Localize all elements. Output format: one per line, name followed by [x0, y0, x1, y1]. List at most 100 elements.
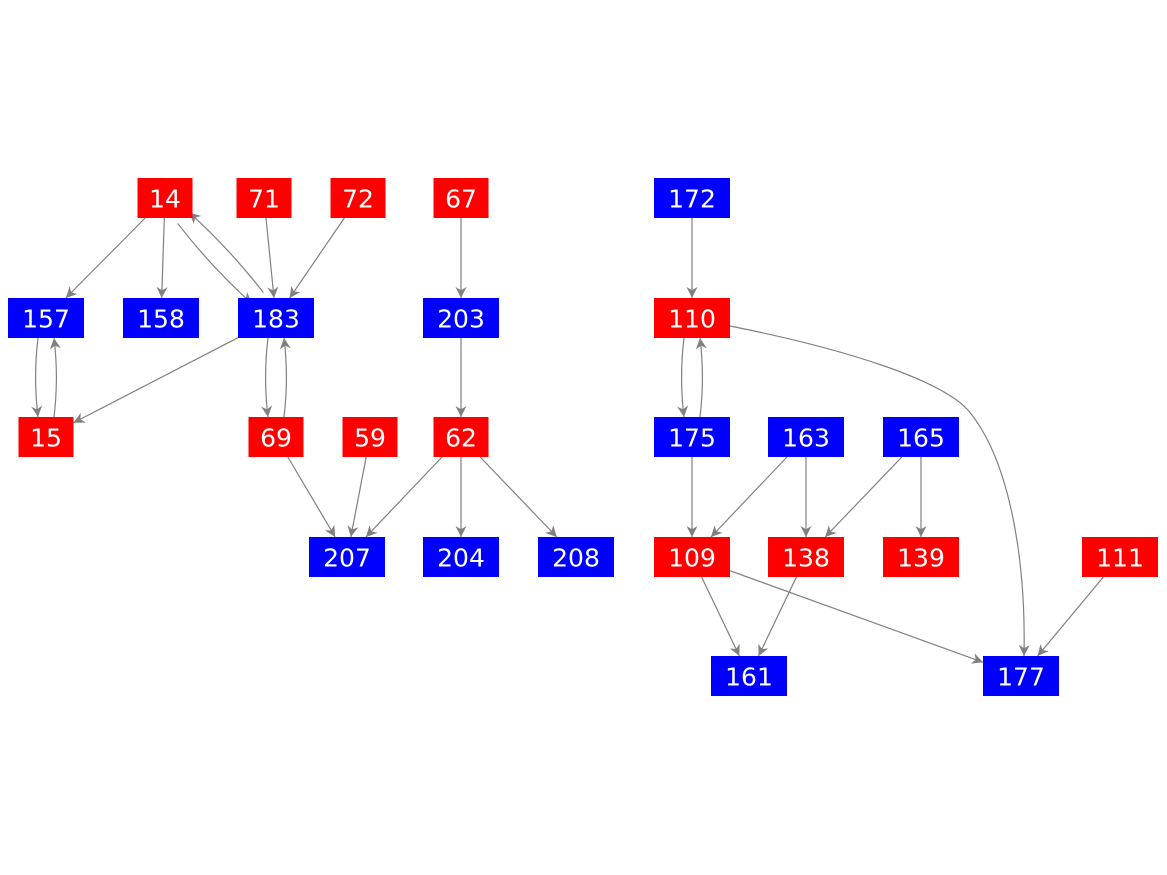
- edge-14-to-157: [65, 217, 146, 299]
- node-box: [433, 178, 489, 218]
- node-box: [137, 178, 193, 218]
- node-label: 67: [445, 185, 477, 214]
- node-label: 71: [248, 185, 280, 214]
- node-box: [330, 178, 386, 218]
- node-208: 208: [538, 537, 614, 577]
- node-box: [883, 537, 959, 577]
- node-label: 208: [552, 544, 600, 573]
- node-box: [983, 656, 1059, 696]
- edge-72-to-183: [289, 217, 345, 299]
- node-label: 157: [22, 305, 70, 334]
- node-161: 161: [711, 656, 787, 696]
- edge-111-to-177: [1037, 576, 1104, 657]
- edge-163-to-109: [710, 456, 788, 538]
- edge-15-to-157: [49, 337, 61, 418]
- node-box: [423, 537, 499, 577]
- node-box: [1082, 537, 1158, 577]
- node-box: [309, 537, 385, 577]
- node-71: 71: [236, 178, 292, 218]
- node-label: 177: [997, 663, 1045, 692]
- node-box: [238, 298, 314, 338]
- nodes-layer: 14 71 72 67 172 157 158 183 203 110 15 69 59 62 175 163…: [8, 178, 1158, 696]
- edge-110-to-177: [729, 325, 1030, 657]
- edges-layer: [31, 212, 1104, 664]
- node-label: 72: [342, 185, 374, 214]
- node-203: 203: [423, 298, 499, 338]
- node-14: 14: [137, 178, 193, 218]
- node-box: [123, 298, 199, 338]
- node-label: 165: [897, 424, 945, 453]
- node-box: [711, 656, 787, 696]
- node-label: 139: [897, 544, 945, 573]
- node-111: 111: [1082, 537, 1158, 577]
- node-label: 207: [323, 544, 371, 573]
- node-15: 15: [18, 417, 74, 457]
- node-label: 59: [354, 424, 386, 453]
- edge-109-to-177: [729, 570, 984, 664]
- node-59: 59: [342, 417, 398, 457]
- node-69: 69: [248, 417, 304, 457]
- node-138: 138: [768, 537, 844, 577]
- edge-183-to-69: [261, 337, 273, 418]
- node-box: [423, 298, 499, 338]
- node-177: 177: [983, 656, 1059, 696]
- node-label: 138: [782, 544, 830, 573]
- node-box: [538, 537, 614, 577]
- edge-175-to-110: [695, 337, 707, 418]
- node-box: [768, 417, 844, 457]
- edge-69-to-183: [279, 337, 291, 418]
- edge-62-to-207: [365, 456, 443, 538]
- edge-71-to-183: [265, 217, 279, 299]
- node-box: [654, 417, 730, 457]
- edge-138-to-161: [758, 576, 797, 657]
- node-box: [654, 537, 730, 577]
- node-label: 183: [252, 305, 300, 334]
- edge-109-to-161: [701, 576, 740, 657]
- edge-62-to-208: [479, 456, 558, 538]
- node-label: 161: [725, 663, 773, 692]
- node-67: 67: [433, 178, 489, 218]
- node-207: 207: [309, 537, 385, 577]
- node-label: 111: [1096, 544, 1144, 573]
- edge-14-to-158: [156, 217, 168, 299]
- edge-14-to-183: [177, 223, 253, 304]
- node-109: 109: [654, 537, 730, 577]
- node-box: [768, 537, 844, 577]
- edge-69-to-207: [287, 456, 336, 538]
- node-label: 109: [668, 544, 716, 573]
- node-110: 110: [654, 298, 730, 338]
- node-158: 158: [123, 298, 199, 338]
- node-label: 15: [30, 424, 62, 453]
- node-label: 175: [668, 424, 716, 453]
- node-box: [433, 417, 489, 457]
- node-label: 158: [137, 305, 185, 334]
- node-label: 204: [437, 544, 485, 573]
- node-box: [248, 417, 304, 457]
- edge-59-to-207: [347, 456, 367, 538]
- node-175: 175: [654, 417, 730, 457]
- node-box: [236, 178, 292, 218]
- node-label: 14: [149, 185, 181, 214]
- node-box: [654, 178, 730, 218]
- node-62: 62: [433, 417, 489, 457]
- node-box: [8, 298, 84, 338]
- node-label: 163: [782, 424, 830, 453]
- node-box: [654, 298, 730, 338]
- node-139: 139: [883, 537, 959, 577]
- node-183: 183: [238, 298, 314, 338]
- edge-183-to-15: [73, 337, 239, 424]
- node-157: 157: [8, 298, 84, 338]
- node-box: [883, 417, 959, 457]
- node-label: 62: [445, 424, 477, 453]
- node-172: 172: [654, 178, 730, 218]
- edge-183-to-14: [188, 212, 264, 293]
- node-72: 72: [330, 178, 386, 218]
- node-label: 203: [437, 305, 485, 334]
- node-204: 204: [423, 537, 499, 577]
- edge-157-to-15: [31, 337, 43, 418]
- edge-110-to-175: [677, 337, 689, 418]
- node-label: 69: [260, 424, 292, 453]
- node-box: [18, 417, 74, 457]
- node-label: 172: [668, 185, 716, 214]
